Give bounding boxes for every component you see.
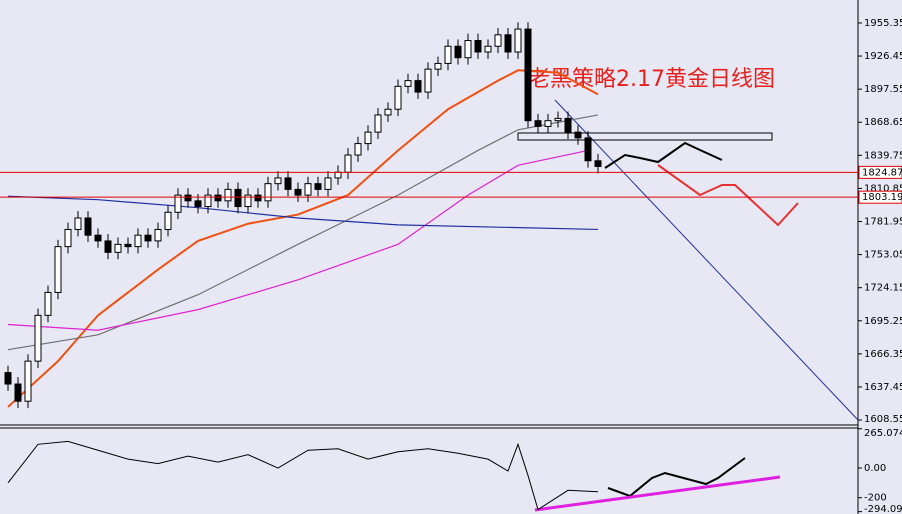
y-tick-label: 1810.85 — [864, 183, 902, 194]
y-tick-label: 0.00 — [864, 463, 886, 474]
y-tick-label: 1637.45 — [864, 382, 902, 393]
candle-body — [224, 188, 232, 202]
candle-body — [194, 200, 202, 208]
candle-body — [154, 228, 162, 242]
candle-body — [464, 40, 472, 59]
candle-body — [344, 154, 352, 173]
y-tick-label: 1839.75 — [864, 150, 902, 161]
candle-body — [334, 171, 342, 179]
level-tag — [858, 190, 902, 204]
candle-body — [124, 243, 132, 248]
candle-body — [144, 234, 152, 242]
candle-body — [214, 194, 222, 202]
candle-body — [324, 177, 332, 190]
ma-line — [7, 69, 599, 408]
y-tick-label: 1666.35 — [864, 349, 902, 360]
candle-body — [584, 137, 592, 162]
y-tick-label: 1608.55 — [864, 414, 902, 425]
candle-body — [94, 234, 102, 242]
candle-body — [544, 120, 552, 127]
candle-body — [54, 246, 62, 293]
candle-body — [594, 160, 602, 167]
candle-body — [394, 85, 402, 110]
trend-line — [554, 99, 859, 421]
black-path — [604, 141, 723, 169]
chart-title: 老黑策略2.17黄金日线图 — [528, 67, 775, 92]
candle-body — [374, 114, 382, 133]
candle-body — [274, 177, 282, 185]
candle-body — [34, 314, 42, 362]
candle-body — [84, 217, 92, 236]
candle-body — [384, 108, 392, 116]
y-tick-label: -200 — [864, 493, 887, 504]
candle-body — [204, 194, 212, 208]
candle-body — [354, 143, 362, 156]
candle-body — [284, 177, 292, 190]
candle-body — [524, 28, 532, 122]
ma-line — [7, 149, 589, 331]
candle-body — [254, 194, 262, 202]
candle-body — [364, 131, 372, 145]
candle-body — [14, 383, 22, 402]
candle-body — [404, 80, 412, 87]
ma-line — [7, 114, 599, 351]
candle-body — [484, 45, 492, 53]
candle-body — [554, 117, 562, 122]
level-label: 1803.19 — [862, 192, 902, 203]
candle-body — [24, 360, 32, 402]
y-tick-label: 1926.45 — [864, 51, 902, 62]
cci-trend — [534, 475, 781, 512]
y-tick-label: 1724.15 — [864, 283, 902, 294]
level-tag — [858, 165, 902, 179]
candle-body — [184, 194, 192, 202]
candle-body — [164, 211, 172, 230]
y-tick-label: 1955.35 — [864, 18, 902, 29]
candle-body — [234, 188, 242, 208]
candle-body — [114, 243, 122, 253]
y-tick-label: 1897.55 — [864, 84, 902, 95]
candle-body — [424, 68, 432, 93]
red-path — [657, 164, 799, 227]
candle-body — [474, 40, 482, 53]
candle-body — [104, 240, 112, 253]
candle-body — [64, 228, 72, 248]
candle-body — [564, 117, 572, 133]
y-tick-label: 1695.25 — [864, 316, 902, 327]
candle-body — [294, 188, 302, 196]
candle-body — [434, 62, 442, 70]
candle-body — [314, 183, 322, 190]
y-tick-label: 1753.05 — [864, 250, 902, 261]
candle-body — [574, 131, 582, 139]
y-tick-label: 265.0741 — [864, 428, 902, 439]
zone-box — [517, 132, 773, 141]
candle-body — [44, 291, 52, 316]
candle-body — [264, 183, 272, 202]
y-tick-label: 1781.95 — [864, 217, 902, 228]
candle-body — [534, 120, 542, 127]
level-label: 1824.87 — [862, 167, 902, 178]
candle-body — [514, 28, 522, 53]
candle-body — [444, 45, 452, 64]
y-tick-label: -294.096 — [864, 504, 902, 514]
candle-body — [244, 194, 252, 208]
candle-body — [504, 34, 512, 53]
candle-body — [174, 194, 182, 213]
candle-body — [74, 217, 82, 230]
candle-body — [134, 234, 142, 248]
cci-line — [7, 440, 599, 511]
candle-body — [454, 45, 462, 59]
candle-body — [494, 34, 502, 47]
y-tick-label: 1868.65 — [864, 117, 902, 128]
forecast-arrows — [534, 141, 799, 512]
candle-body — [304, 183, 312, 196]
candle-body — [414, 80, 422, 93]
candle-body — [4, 372, 12, 385]
